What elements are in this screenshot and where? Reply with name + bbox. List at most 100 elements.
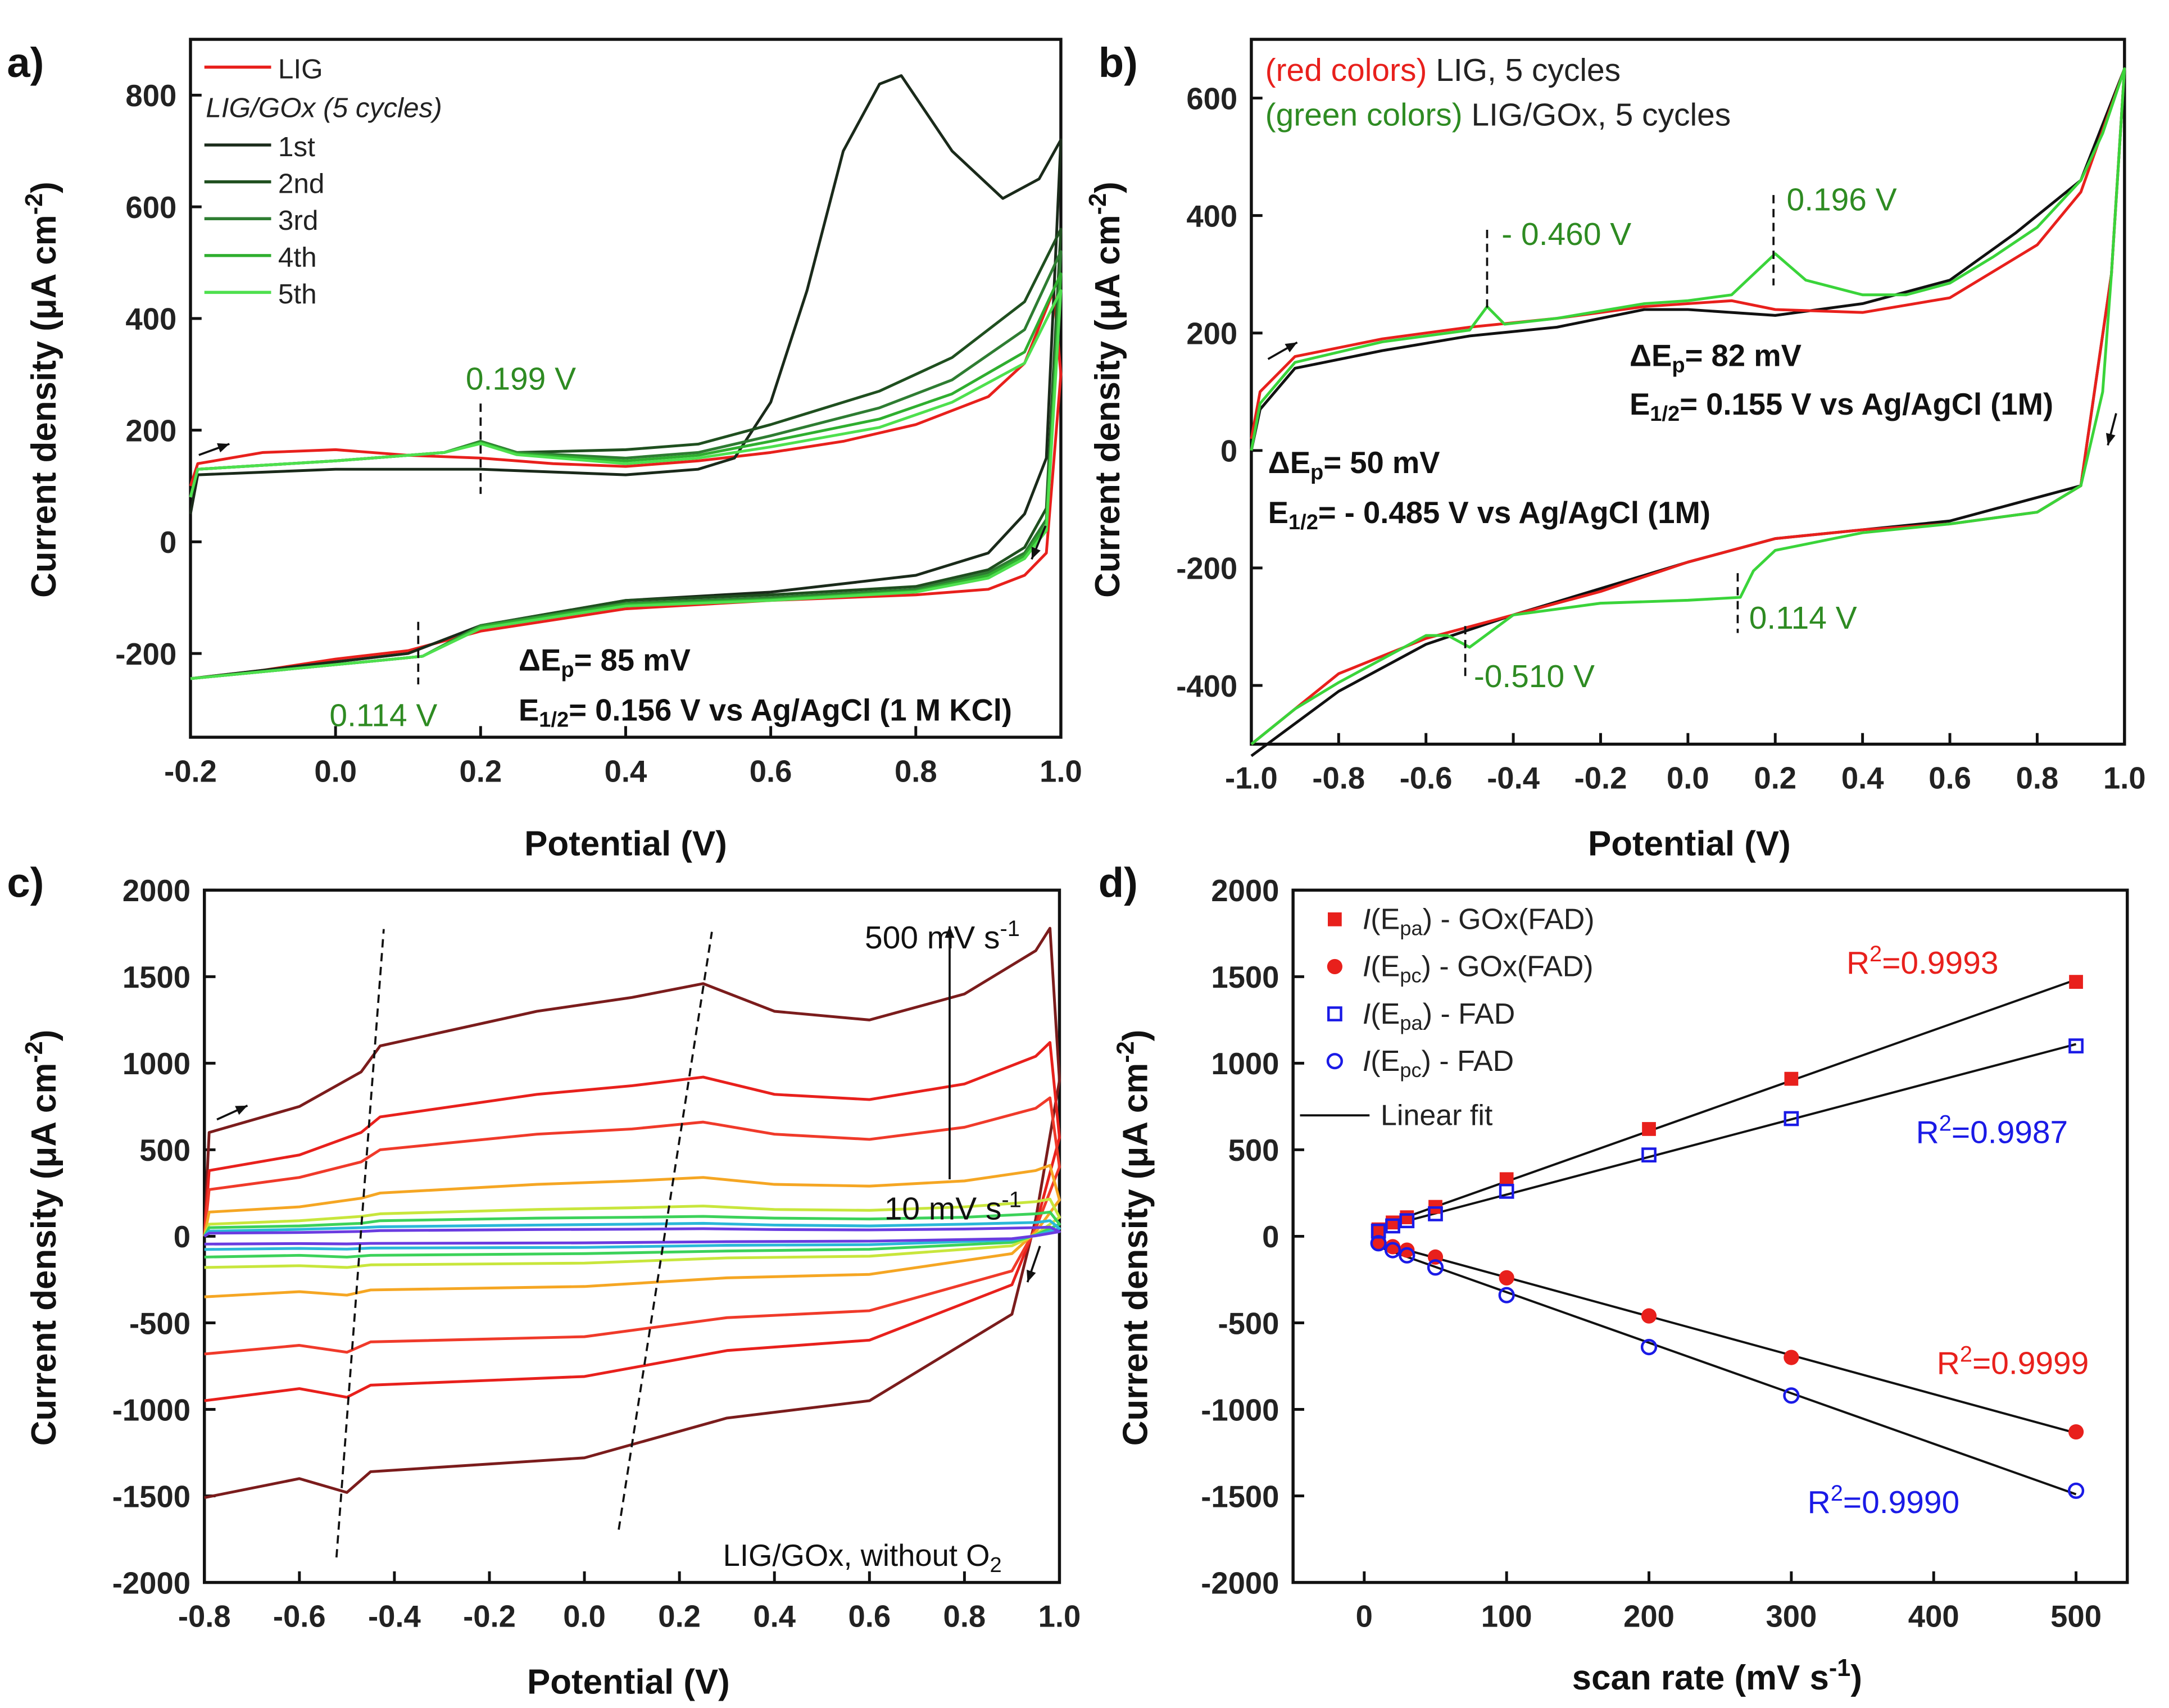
x-tick-label: 500 [2050,1600,2102,1634]
r-squared-label-part: R [1808,1484,1831,1520]
y-tick-label: 1000 [122,1047,190,1081]
panel-c [203,888,1061,1584]
cv-curve [189,289,1063,680]
cv-curve [203,1164,1061,1298]
condition-label-part: 2 [990,1553,1002,1577]
panel-a [189,38,1063,739]
y-tick-label: 0 [160,525,176,560]
legend-entry-part: (E [1371,951,1400,983]
legend-text-part: LIG, 5 cycles [1427,52,1621,88]
y-axis-label-part: ) [25,181,63,193]
legend-entry: 4th [278,242,317,273]
y-tick-label: 1500 [1211,960,1279,994]
peak-label: 0.114 V [329,697,437,733]
data-point [1641,1308,1657,1324]
legend-entry-part: (E [1371,903,1400,936]
y-tick-label: -500 [1218,1306,1279,1341]
delta-ep-label: ΔEp= 50 mV [1268,446,1440,484]
r-squared-label: R2=0.9987 [1916,1111,2068,1151]
r-squared-label: R2=0.9999 [1937,1342,2089,1381]
x-tick-label: -0.8 [178,1600,231,1634]
legend-entry: I(Epc) - GOx(FAD) [1363,951,1594,987]
cv-curve [203,1225,1061,1246]
y-axis-label-part: ) [25,1030,63,1042]
x-tick-label: -0.2 [164,754,217,788]
y-tick-label: 1500 [122,960,190,994]
delta-ep-label-part: p [561,658,574,682]
x-tick-label: -1.0 [1225,761,1278,796]
y-axis-label-part: Current density (μA cm [25,215,63,598]
y-axis-label-part: Current density (μA cm [1088,215,1127,598]
x-tick-label: 100 [1481,1600,1532,1634]
r-squared-label-part: =0.9999 [1972,1345,2089,1381]
legend-entry-part: I [1363,903,1371,936]
x-axis-label: Potential (V) [527,1663,730,1702]
scan-rate-label: 500 mV s-1 [865,916,1020,956]
arrow-head-icon [235,1105,248,1115]
panel-label: b) [1099,39,1138,86]
x-tick-label: -0.6 [273,1600,326,1634]
x-axis-label-part: scan rate (mV s [1572,1659,1829,1697]
cv-curve [203,1197,1061,1269]
cv-curve [189,289,1063,680]
delta-ep-label-part: = 85 mV [574,643,691,677]
r-squared-label: R2=0.9990 [1808,1481,1960,1520]
x-axis-label-part: -1 [1829,1655,1850,1682]
legend-entry: 5th [278,279,317,310]
data-point [1499,1183,1514,1199]
data-point [2068,1038,2084,1053]
x-tick-label: 0.0 [1667,761,1709,796]
r-squared-label-part: R [1937,1345,1960,1381]
data-point [1427,1259,1444,1276]
x-tick-label: 0.4 [753,1600,796,1634]
legend-marker [1328,912,1342,926]
e-half-label-part: = 0.156 V vs Ag/AgCl (1 M KCl) [569,693,1012,727]
x-tick-label: -0.2 [1574,761,1627,796]
legend-text-part: LIG/GOx, 5 cycles [1463,97,1731,133]
data-point [1784,1350,1799,1365]
y-tick-label: 200 [1186,317,1237,351]
y-tick-label: 0 [1262,1220,1279,1254]
scan-rate-label: 10 mV s-1 [884,1188,1022,1227]
legend-entry-part: ) - GOx(FAD) [1422,951,1594,983]
y-axis-label-part: -2 [21,193,48,215]
scan-rate-label-part: -1 [1001,1188,1021,1212]
y-tick-label: 1000 [1211,1047,1279,1081]
y-axis-label-part: ) [1088,181,1127,193]
y-tick-label: 2000 [122,874,190,908]
x-tick-label: 300 [1766,1600,1817,1634]
dashed-guide-line [335,929,385,1558]
y-tick-label: -2000 [112,1566,190,1600]
y-axis-label-part: Current density (μA cm [25,1063,63,1446]
y-axis-label: Current density (μA cm-2) [1112,1030,1155,1446]
y-tick-label: 800 [125,79,176,113]
delta-ep-label: ΔEp= 82 mV [1630,339,1802,378]
r-squared-label-part: =0.9987 [1952,1115,2068,1151]
cv-curve [189,272,1063,680]
x-axis-label: Potential (V) [524,824,727,863]
y-tick-label: 2000 [1211,874,1279,908]
x-tick-label: 1.0 [2103,761,2146,796]
r-squared-label-part: 2 [1960,1342,1972,1366]
y-tick-label: -500 [129,1306,190,1341]
linear-fit-line [1378,1241,2077,1434]
y-axis-label-part: -2 [1112,1041,1139,1063]
r-squared-label-part: =0.9993 [1882,945,1998,981]
x-tick-label: 0.6 [750,754,792,788]
data-point [1399,1213,1415,1229]
e-half-label-part: = 0.155 V vs Ag/AgCl (1M) [1680,387,2053,421]
y-axis-label-part: Current density (μA cm [1116,1063,1155,1446]
linear-fit-line [1378,1043,2077,1230]
data-point [1400,1210,1414,1224]
peak-label: - 0.460 V [1501,216,1631,252]
y-tick-label: 0 [1220,434,1237,469]
delta-ep-label-part: ΔE [519,643,561,677]
legend-entry-part: pa [1400,1011,1423,1034]
r-squared-label: R2=0.9993 [1846,942,1999,981]
legend-entry: I(Epa) - GOx(FAD) [1363,903,1595,940]
y-tick-label: -200 [115,637,176,671]
e-half-label-part: 1/2 [1288,511,1318,534]
r-squared-label-part: 2 [1939,1111,1952,1136]
data-point [2069,975,2083,989]
panel-label: a) [7,39,44,86]
